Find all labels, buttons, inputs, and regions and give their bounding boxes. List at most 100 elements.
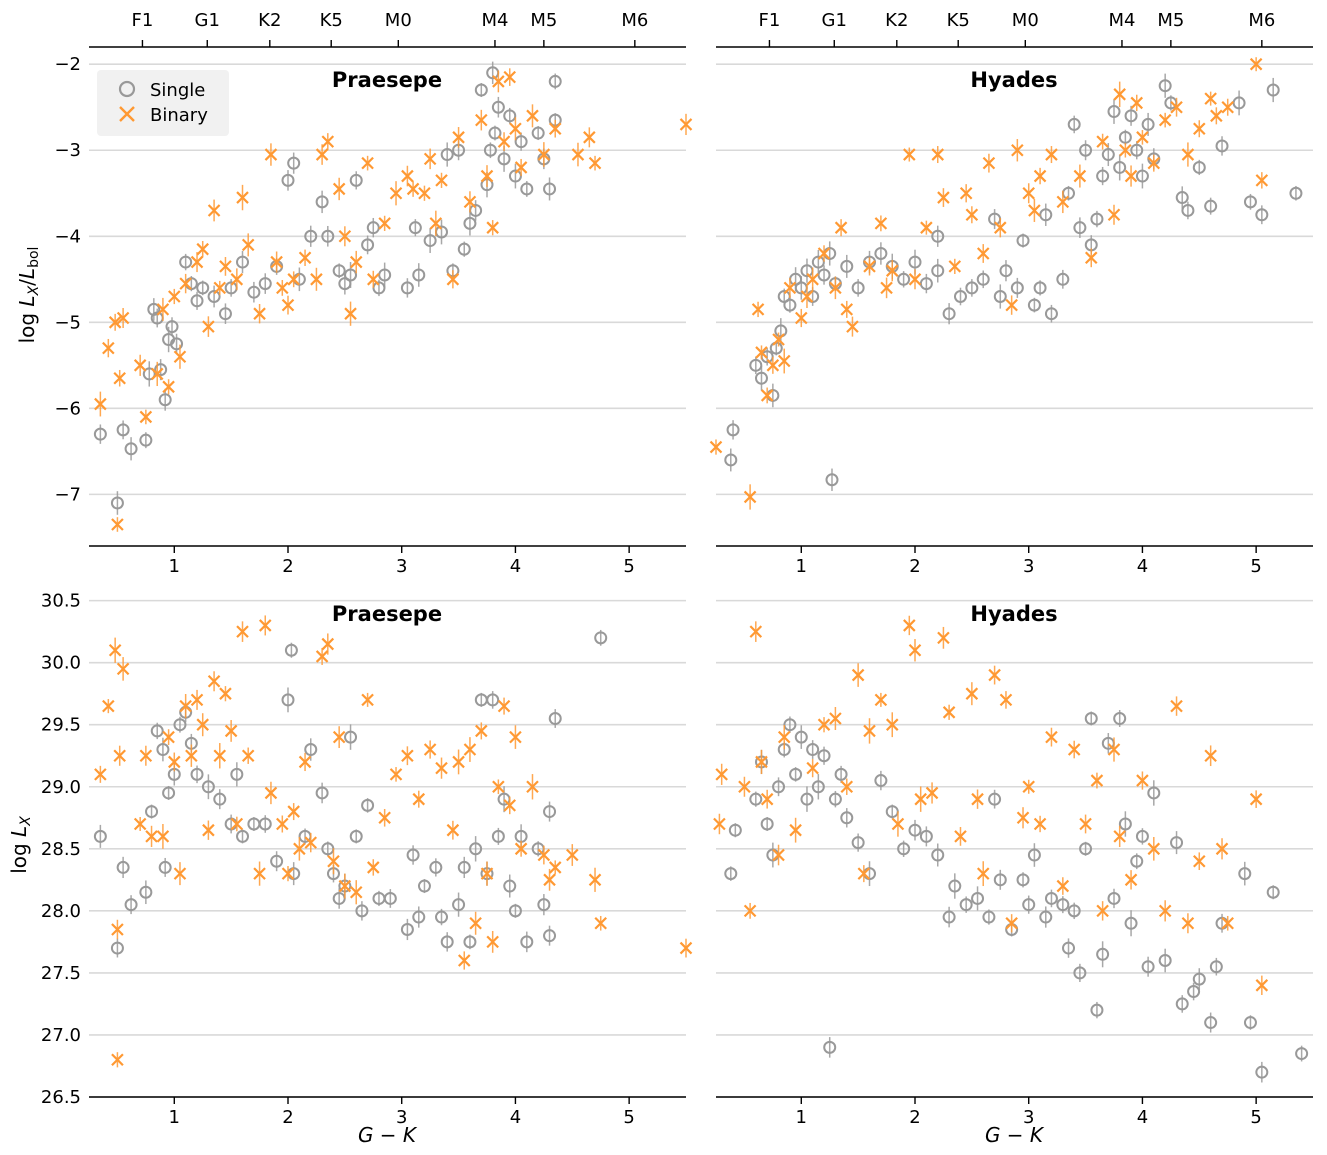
binary-point [378,811,391,825]
binary-point [423,152,437,166]
single-point [503,109,517,123]
binary-point [497,699,511,713]
binary-point [537,848,551,862]
single-point [1266,83,1280,97]
single-point [1056,272,1070,286]
single-point [982,910,996,924]
single-point [1101,148,1115,162]
binary-point [367,861,380,874]
binary-point [1124,169,1138,183]
single-point [942,910,956,924]
single-point [1107,105,1121,119]
single-point [332,891,346,905]
binary-point [566,848,579,862]
binary-point [321,637,335,651]
binary-point [1084,251,1098,265]
single-point [908,823,922,837]
single-point [124,442,138,456]
spectral-type-label: F1 [132,10,154,31]
single-point [783,718,797,732]
single-point [754,371,768,385]
binary-point [1255,174,1269,187]
x-tick-label: 3 [1023,556,1034,577]
single-point [378,268,392,282]
single-point [851,281,865,295]
binary-point [492,75,505,88]
single-point [1209,960,1223,974]
single-point [1158,79,1172,93]
single-point [170,337,184,351]
binary-point [361,156,374,170]
binary-point [891,817,905,831]
binary-point [1073,169,1087,183]
series-binary [713,615,1269,996]
binary-point [1113,830,1126,843]
single-point [724,453,738,467]
single-point [1181,203,1195,217]
single-point [772,780,786,794]
binary-point [1249,792,1263,806]
binary-point [755,755,768,769]
binary-point [800,290,814,303]
binary-point [457,954,471,967]
legend-single-marker [118,80,136,98]
binary-point [270,255,283,269]
binary-point [253,307,266,320]
single-point [897,272,911,286]
y-tick-label: −6 [54,398,81,419]
binary-point [772,848,785,862]
single-point [435,910,449,924]
binary-point [713,817,726,831]
x-tick-label: 5 [623,1107,634,1128]
single-point [1232,96,1246,110]
binary-point [207,204,221,217]
single-point [520,935,534,949]
binary-point [102,341,115,355]
binary-point [583,131,596,144]
binary-point [1045,148,1058,161]
spectral-type-label: K5 [320,10,343,31]
binary-point [94,768,107,781]
single-point [1147,786,1161,800]
spectral-type-label: F1 [759,10,781,31]
binary-point [173,867,187,880]
binary-point [937,631,950,645]
binary-point [207,674,221,688]
binary-point [298,755,312,769]
single-point [488,126,502,140]
panel-title: Hyades [970,602,1057,626]
single-point [400,281,414,295]
binary-point [230,817,244,831]
binary-point [1079,817,1092,831]
binary-point [108,643,122,657]
single-point [1079,842,1093,856]
single-point [1044,307,1058,321]
single-point [417,879,431,893]
binary-point [880,281,893,295]
y-tick-label: 28.5 [41,839,81,860]
binary-point [418,186,431,200]
single-point [1215,139,1229,153]
single-point [190,767,204,781]
single-point [817,749,831,763]
binary-point [116,662,130,676]
binary-point [965,687,979,700]
single-point [1062,941,1076,955]
binary-point [133,817,147,831]
single-point [344,730,358,744]
single-point [412,910,426,924]
binary-point [452,755,465,769]
binary-point [942,706,956,719]
single-point [953,290,967,303]
single-point [158,860,172,874]
single-point [988,792,1002,806]
single-point [355,904,369,918]
single-point [1289,186,1303,200]
spectral-type-label: K2 [258,10,281,31]
spectral-type-label: M0 [385,10,412,31]
legend: Single Binary [97,70,229,136]
x-axis-label: G − K [358,1123,418,1147]
single-point [1044,891,1058,905]
binary-point [389,768,403,781]
